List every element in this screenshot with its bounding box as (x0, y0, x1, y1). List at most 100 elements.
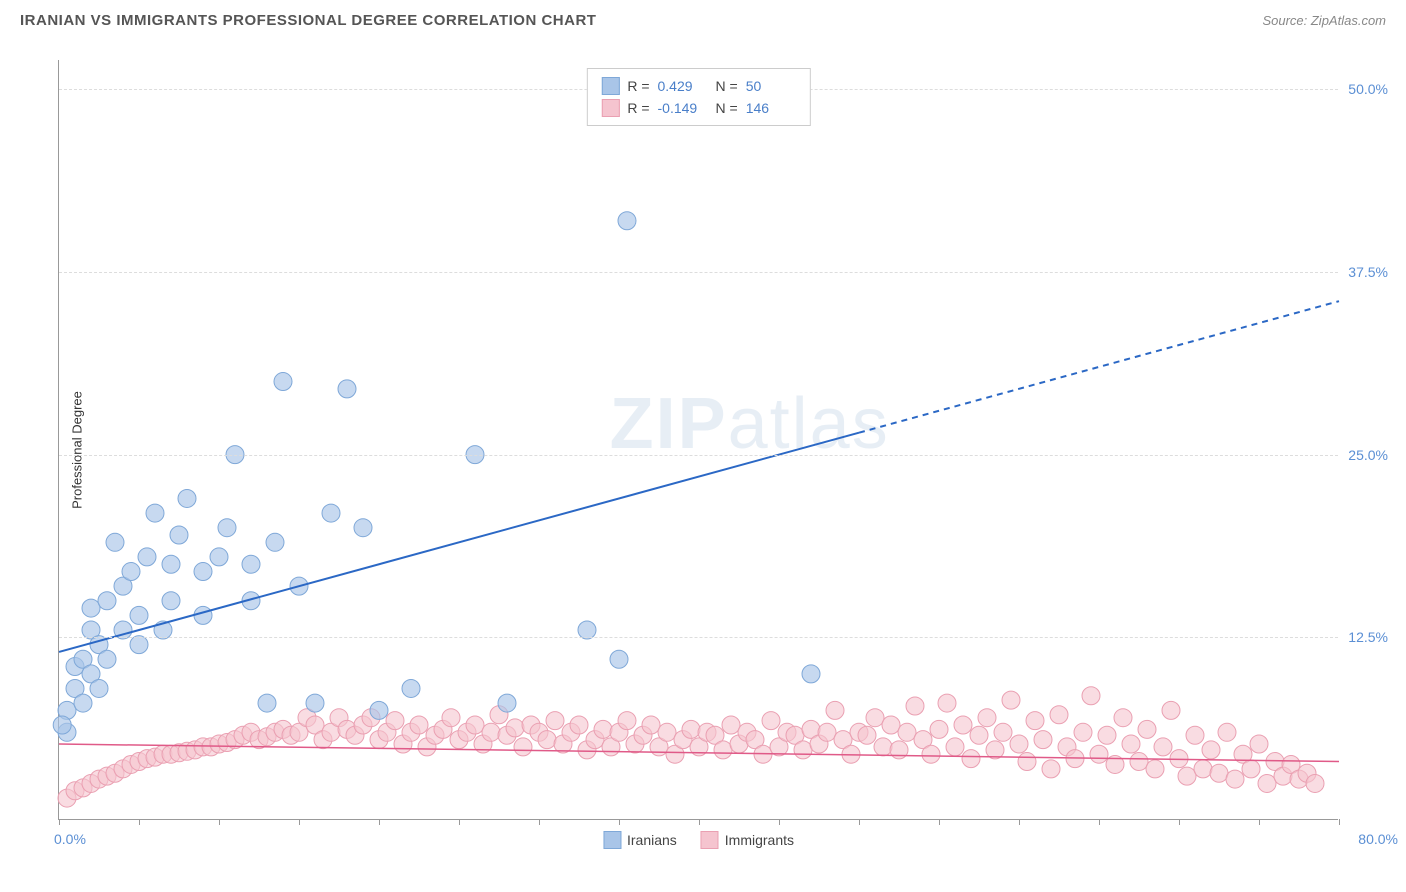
x-tick (299, 819, 300, 825)
data-point (1018, 753, 1036, 771)
data-point (146, 504, 164, 522)
data-point (218, 519, 236, 537)
trend-line-extrapolated (859, 301, 1339, 433)
data-point (338, 380, 356, 398)
data-point (722, 716, 740, 734)
x-tick (139, 819, 140, 825)
data-point (594, 720, 612, 738)
data-point (1242, 760, 1260, 778)
data-point (130, 606, 148, 624)
data-point (578, 621, 596, 639)
data-point (858, 726, 876, 744)
data-point (194, 563, 212, 581)
data-point (274, 373, 292, 391)
data-point (642, 716, 660, 734)
data-point (898, 723, 916, 741)
x-axis-max-label: 80.0% (1358, 831, 1398, 847)
data-point (818, 723, 836, 741)
data-point (546, 712, 564, 730)
swatch-immigrants (601, 99, 619, 117)
data-point (98, 650, 116, 668)
data-point (1042, 760, 1060, 778)
series-legend: Iranians Immigrants (603, 831, 794, 849)
data-point (74, 694, 92, 712)
plot-area: ZIPatlas R = 0.429 N = 50 R = -0.149 N =… (58, 60, 1338, 820)
y-tick-label: 25.0% (1348, 447, 1388, 463)
legend-item-immigrants: Immigrants (701, 831, 794, 849)
data-point (98, 592, 116, 610)
data-point (1138, 720, 1156, 738)
data-point (618, 712, 636, 730)
data-point (386, 712, 404, 730)
data-point (866, 709, 884, 727)
data-point (1082, 687, 1100, 705)
data-point (410, 716, 428, 734)
x-tick (219, 819, 220, 825)
data-point (178, 489, 196, 507)
data-point (1050, 706, 1068, 724)
legend-swatch-immigrants (701, 831, 719, 849)
data-point (90, 679, 108, 697)
data-point (1026, 712, 1044, 730)
x-tick (859, 819, 860, 825)
data-point (1002, 691, 1020, 709)
data-point (994, 723, 1012, 741)
data-point (954, 716, 972, 734)
data-point (506, 719, 524, 737)
data-point (922, 745, 940, 763)
legend-item-iranians: Iranians (603, 831, 677, 849)
stats-row-immigrants: R = -0.149 N = 146 (601, 97, 795, 119)
x-tick (1259, 819, 1260, 825)
n-value-immigrants: 146 (746, 97, 796, 119)
data-point (1114, 709, 1132, 727)
data-point (826, 701, 844, 719)
data-point (962, 750, 980, 768)
header: IRANIAN VS IMMIGRANTS PROFESSIONAL DEGRE… (0, 0, 1406, 37)
x-tick (619, 819, 620, 825)
gridline (59, 272, 1338, 273)
data-point (162, 555, 180, 573)
data-point (1306, 774, 1324, 792)
x-tick (1099, 819, 1100, 825)
chart-title: IRANIAN VS IMMIGRANTS PROFESSIONAL DEGRE… (20, 12, 596, 29)
data-point (1210, 764, 1228, 782)
series-iranians (53, 212, 820, 742)
data-point (306, 694, 324, 712)
data-point (1226, 770, 1244, 788)
data-point (498, 694, 516, 712)
data-point (322, 504, 340, 522)
data-point (442, 709, 460, 727)
data-point (170, 526, 188, 544)
x-tick (939, 819, 940, 825)
x-tick (699, 819, 700, 825)
y-tick-label: 50.0% (1348, 81, 1388, 97)
stats-row-iranians: R = 0.429 N = 50 (601, 75, 795, 97)
data-point (938, 694, 956, 712)
data-point (610, 650, 628, 668)
gridline (59, 455, 1338, 456)
data-point (266, 533, 284, 551)
data-point (930, 720, 948, 738)
data-point (618, 212, 636, 230)
x-tick (379, 819, 380, 825)
data-point (210, 548, 228, 566)
data-point (106, 533, 124, 551)
data-point (53, 716, 71, 734)
data-point (122, 563, 140, 581)
data-point (714, 741, 732, 759)
data-point (658, 723, 676, 741)
data-point (762, 712, 780, 730)
x-tick (779, 819, 780, 825)
data-point (194, 606, 212, 624)
data-point (874, 738, 892, 756)
stats-legend: R = 0.429 N = 50 R = -0.149 N = 146 (586, 68, 810, 126)
data-point (258, 694, 276, 712)
data-point (370, 701, 388, 719)
y-tick-label: 12.5% (1348, 629, 1388, 645)
chart-container: Professional Degree ZIPatlas R = 0.429 N… (48, 50, 1378, 850)
data-point (946, 738, 964, 756)
data-point (354, 519, 372, 537)
data-point (482, 723, 500, 741)
data-point (802, 665, 820, 683)
n-value-iranians: 50 (746, 75, 796, 97)
